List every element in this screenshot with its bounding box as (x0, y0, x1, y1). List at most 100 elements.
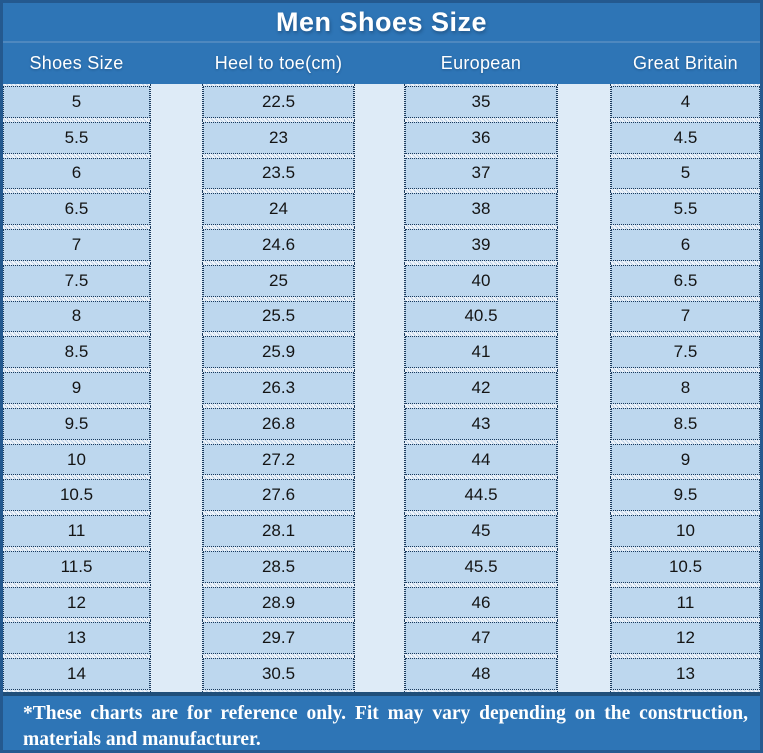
column-spacer (150, 191, 203, 228)
footer-note: *These charts are for reference only. Fi… (3, 692, 760, 750)
table-cell: 11 (611, 586, 760, 619)
table-cell: 39 (405, 229, 557, 261)
table-cell: 5.5 (3, 121, 150, 154)
column-spacer (557, 119, 611, 156)
table-cell: 26.3 (203, 372, 354, 404)
table-cell: 45 (405, 515, 557, 547)
column-spacer (557, 370, 611, 406)
table-cell: 25.9 (203, 336, 354, 369)
table-cell: 28.9 (203, 586, 354, 619)
column-spacer (354, 334, 405, 371)
column-spacer (557, 227, 611, 263)
column-header-european: European (440, 53, 522, 73)
table-cell: 28.1 (203, 515, 354, 547)
page-title: Men Shoes Size (3, 3, 760, 43)
table-cell: 7.5 (611, 336, 760, 369)
column-spacer (557, 477, 611, 514)
table-cell: 25.5 (203, 300, 354, 333)
table-cell: 22.5 (203, 86, 354, 118)
table-cell: 30.5 (203, 658, 354, 690)
column-spacer (150, 513, 203, 549)
table-cell: 6.5 (611, 264, 760, 297)
table-cell: 6.5 (3, 193, 150, 226)
column-spacer (557, 513, 611, 549)
column-spacer (354, 548, 405, 585)
table-cell: 13 (611, 658, 760, 690)
column-spacer (557, 548, 611, 585)
table-cell: 9.5 (611, 479, 760, 512)
table-cell: 9.5 (3, 407, 150, 440)
table-cell: 10 (3, 443, 150, 476)
table-cell: 29.7 (203, 622, 354, 655)
column-spacer (557, 84, 611, 120)
column-spacer (150, 656, 203, 692)
table-cell: 5.5 (611, 193, 760, 226)
table-cell: 5 (611, 157, 760, 190)
column-spacer (354, 262, 405, 299)
table-cell: 8 (3, 300, 150, 333)
table-cell: 37 (405, 157, 557, 190)
column-spacer (150, 262, 203, 299)
table-cell: 43 (405, 407, 557, 440)
table-cell: 47 (405, 622, 557, 655)
table-cell: 12 (611, 622, 760, 655)
column-spacer (150, 334, 203, 371)
table-cell: 10.5 (3, 479, 150, 512)
table-cell: 25 (203, 264, 354, 297)
column-spacer (150, 441, 203, 478)
column-spacer (354, 227, 405, 263)
column-spacer (557, 191, 611, 228)
column-spacer (354, 155, 405, 192)
column-spacer (150, 370, 203, 406)
table-cell: 4.5 (611, 121, 760, 154)
table-cell: 8.5 (3, 336, 150, 369)
column-spacer (354, 84, 405, 120)
table-header-row: Shoes Size Heel to toe(cm) European Grea… (3, 43, 760, 84)
column-spacer (354, 370, 405, 406)
column-spacer (150, 620, 203, 657)
table-cell: 42 (405, 372, 557, 404)
table-cell: 7.5 (3, 264, 150, 297)
table-cell: 13 (3, 622, 150, 655)
table-cell: 28.5 (203, 550, 354, 583)
column-spacer (354, 656, 405, 692)
table-body: 5 22.5 35 4 5.5 23 36 4.5 6 23.5 37 5 6.5 24 38 5.5 7 24.… (3, 84, 760, 692)
table-cell: 5 (3, 86, 150, 118)
table-cell: 10 (611, 515, 760, 547)
table-cell: 44 (405, 443, 557, 476)
table-cell: 24 (203, 193, 354, 226)
column-spacer (150, 119, 203, 156)
table-cell: 38 (405, 193, 557, 226)
table-cell: 27.2 (203, 443, 354, 476)
table-cell: 12 (3, 586, 150, 619)
column-spacer (557, 584, 611, 621)
column-spacer (150, 227, 203, 263)
table-cell: 40 (405, 264, 557, 297)
table-cell: 6 (3, 157, 150, 190)
table-cell: 27.6 (203, 479, 354, 512)
table-cell: 23 (203, 121, 354, 154)
table-cell: 46 (405, 586, 557, 619)
column-header-great-britain: Great Britain (633, 53, 738, 73)
column-spacer (557, 656, 611, 692)
column-spacer (557, 262, 611, 299)
column-spacer (150, 155, 203, 192)
column-spacer (150, 548, 203, 585)
table-cell: 48 (405, 658, 557, 690)
table-cell: 35 (405, 86, 557, 118)
column-spacer (354, 405, 405, 442)
column-spacer (354, 477, 405, 514)
column-spacer (557, 620, 611, 657)
column-spacer (150, 405, 203, 442)
column-spacer (150, 298, 203, 335)
column-spacer (354, 513, 405, 549)
column-header-shoes-size: Shoes Size (29, 53, 124, 73)
column-spacer (557, 441, 611, 478)
column-spacer (354, 441, 405, 478)
table-cell: 44.5 (405, 479, 557, 512)
table-cell: 8 (611, 372, 760, 404)
column-spacer (354, 191, 405, 228)
column-spacer (150, 84, 203, 120)
column-spacer (354, 620, 405, 657)
column-header-heel-to-toe: Heel to toe(cm) (214, 53, 343, 73)
